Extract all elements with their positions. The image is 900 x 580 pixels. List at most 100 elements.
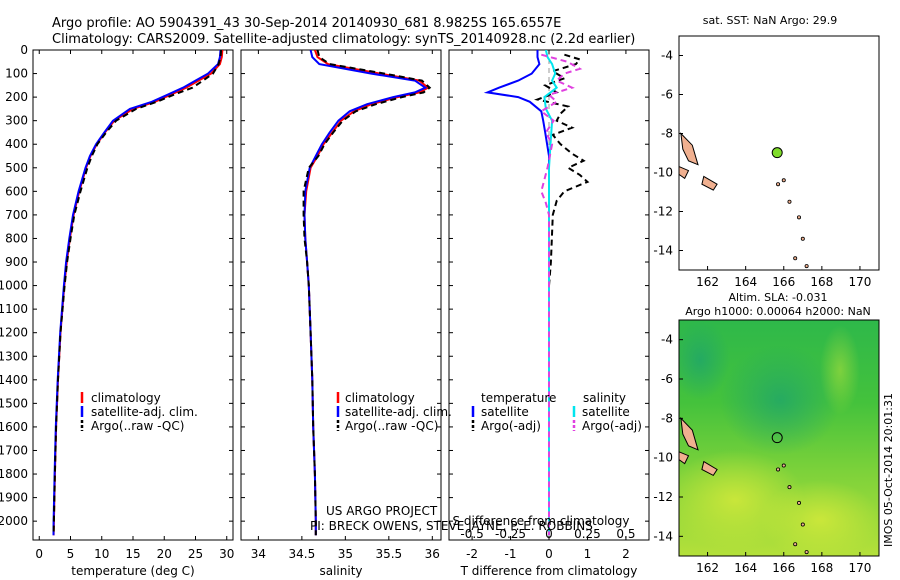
lat-tick-label: -6 <box>661 88 673 102</box>
x-tick-label: 36 <box>425 547 440 561</box>
island <box>701 175 718 191</box>
islet <box>800 522 805 527</box>
island <box>701 460 718 477</box>
x-tick-label: 15 <box>125 547 140 561</box>
x-tick-label: 0.25 <box>574 527 601 541</box>
x-tick-label: 0.5 <box>616 527 635 541</box>
lat-tick-label: -10 <box>653 451 673 465</box>
islet <box>776 467 781 472</box>
depth-tick-label: 1200 <box>0 326 28 340</box>
depth-tick-label: 200 <box>5 90 28 104</box>
profile-line-satellite-adj-clim- <box>303 50 428 536</box>
depth-tick-label: 1800 <box>0 467 28 481</box>
sla-map-subtitle: Argo h1000: 0.00064 h2000: NaN <box>685 305 871 318</box>
depth-tick-label: 1500 <box>0 396 28 410</box>
depth-tick-label: 0 <box>20 43 28 57</box>
legend-s-satellite: satellite <box>582 405 630 419</box>
timestamp-stamp: IMOS 05-Oct-2014 20:01:31 <box>882 393 895 547</box>
profile-line-climatology <box>52 50 224 536</box>
depth-tick-label: 1100 <box>0 302 28 316</box>
profile-line-argo-raw-qc- <box>52 50 223 536</box>
sla-heatmap <box>679 320 879 556</box>
lat-tick-label: -8 <box>661 127 673 141</box>
legend-t-satellite: satellite <box>481 405 529 419</box>
profile-line-satellite <box>483 50 550 536</box>
islet <box>787 199 792 204</box>
legend-satellite: satellite-adj. clim. <box>91 405 198 419</box>
islet <box>797 215 802 220</box>
lat-tick-label: -12 <box>653 490 673 504</box>
islet <box>781 463 786 468</box>
depth-tick-label: 1400 <box>0 373 28 387</box>
profile-line-climatology <box>303 50 430 536</box>
depth-tick-label: 300 <box>5 114 28 128</box>
x-tick-label: 1 <box>584 547 592 561</box>
islet <box>781 178 786 183</box>
lat-tick-label: -14 <box>653 529 673 543</box>
islet <box>787 485 792 490</box>
project-label: US ARGO PROJECT <box>326 504 438 518</box>
x-tick-label: 25 <box>188 547 203 561</box>
depth-tick-label: 500 <box>5 161 28 175</box>
depth-tick-label: 100 <box>5 67 28 81</box>
islet <box>793 256 798 261</box>
sdiff-xlabel: S difference from climatology <box>453 514 630 528</box>
x-tick-label: 35 <box>338 547 353 561</box>
legend-t-argo: Argo(-adj) <box>481 419 541 433</box>
profile-line-argo-adj- <box>539 53 583 536</box>
depth-tick-label: 1900 <box>0 491 28 505</box>
sst-map-title: sat. SST: NaN Argo: 29.9 <box>703 14 837 27</box>
sla-map-features: -4 -6 -8 -10 -12 -14 162 164 166 168 170 <box>653 333 871 575</box>
argo-position-marker <box>771 432 783 444</box>
legend-title-salinity: salinity <box>583 391 626 405</box>
x-tick-labels: 0 5 10 15 20 25 30 34 34.5 35 35.5 36 -2 -1 0 1 2 -0.5 -0.… <box>35 50 635 561</box>
islet <box>804 550 809 555</box>
legend-title-temperature: temperature <box>481 391 556 405</box>
depth-tick-label: 400 <box>5 137 28 151</box>
legend-satellite: satellite-adj. clim. <box>345 405 452 419</box>
depth-tick-label: 900 <box>5 255 28 269</box>
depth-tick-label: 1600 <box>0 420 28 434</box>
depth-tick-label: 800 <box>5 231 28 245</box>
islet <box>776 182 781 187</box>
header-line2: Climatology: CARS2009. Satellite-adjuste… <box>52 32 635 47</box>
depth-tick-label: 2000 <box>0 514 28 528</box>
x-tick-label: -1 <box>505 547 517 561</box>
profile-line-argo-raw-qc- <box>302 50 432 536</box>
lat-tick-label: -6 <box>661 372 673 386</box>
lon-tick-label: 164 <box>734 275 757 289</box>
legend-climatology: climatology <box>91 391 161 405</box>
island <box>678 165 690 180</box>
x-tick-label: 0 <box>35 547 43 561</box>
x-tick-label: 5 <box>67 547 75 561</box>
argo-position-marker <box>771 147 783 159</box>
lon-tick-label: 170 <box>848 275 871 289</box>
legend-argo: Argo(..raw -QC) <box>345 419 438 433</box>
x-tick-label: -2 <box>466 547 478 561</box>
lat-tick-label: -12 <box>653 205 673 219</box>
island <box>680 416 699 451</box>
x-tick-label: -0.5 <box>460 527 483 541</box>
pi-label: PI: BRECK OWENS, STEVE JAYNE, P. E. ROBB… <box>310 519 593 533</box>
depth-tick-label: 1300 <box>0 349 28 363</box>
x-tick-label: 0 <box>545 527 553 541</box>
islet <box>797 500 802 505</box>
difference-legend: temperature salinity satellite Argo(-adj… <box>471 391 642 433</box>
salinity-panel <box>240 49 442 541</box>
legend-climatology: climatology <box>345 391 415 405</box>
x-tick-label: 34.5 <box>289 547 316 561</box>
lon-tick-label: 164 <box>734 561 757 575</box>
depth-axis: 0 100 200 300 400 500 600 700 800 900 1000 1100 1200… <box>0 43 649 528</box>
x-tick-label: 34 <box>251 547 266 561</box>
depth-tick-label: 1000 <box>0 279 28 293</box>
lon-tick-label: 170 <box>848 561 871 575</box>
temperature-profiles <box>52 50 224 536</box>
difference-xlabel: T difference from climatology <box>460 564 638 578</box>
temperature-legend: climatology satellite-adj. clim. Argo(..… <box>80 391 198 433</box>
island <box>678 451 690 465</box>
x-tick-label: 2 <box>622 547 630 561</box>
legend-argo: Argo(..raw -QC) <box>91 419 184 433</box>
legend-s-argo: Argo(-adj) <box>582 419 642 433</box>
salinity-profiles <box>302 50 432 536</box>
